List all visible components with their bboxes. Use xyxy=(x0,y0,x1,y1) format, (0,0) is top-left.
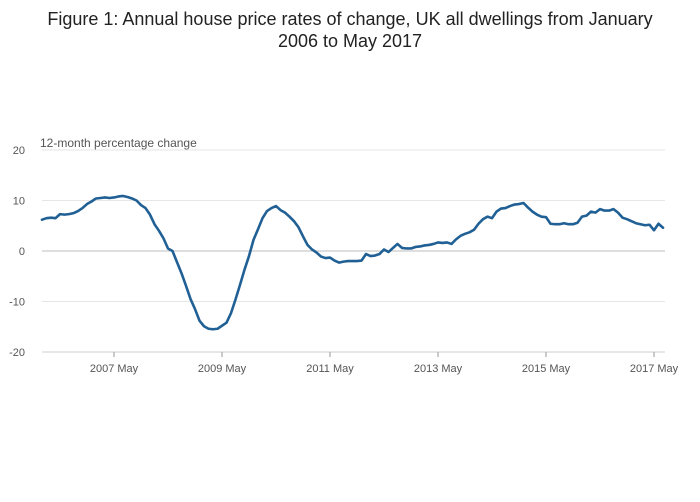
y-tick-label: 0 xyxy=(19,246,25,258)
x-tick-label: 2007 May xyxy=(90,363,139,375)
y-tick-label: 20 xyxy=(13,145,25,157)
x-tick-label: 2009 May xyxy=(198,363,247,375)
x-tick-label: 2017 May xyxy=(630,363,679,375)
y-axis-label: 12-month percentage change xyxy=(40,136,197,150)
x-tick-label: 2013 May xyxy=(414,363,463,375)
chart-title: Figure 1: Annual house price rates of ch… xyxy=(20,8,680,52)
y-tick-label: -20 xyxy=(9,347,25,359)
y-axis: 20 10 0 -10 -20 xyxy=(9,145,25,359)
gridlines xyxy=(42,149,665,353)
x-tick-label: 2015 May xyxy=(522,363,571,375)
chart-title-line-2: 2006 to May 2017 xyxy=(277,31,423,51)
y-tick-label: 10 xyxy=(13,196,25,208)
series-line-uk-all-dwellings xyxy=(40,194,665,331)
y-tick-label: -10 xyxy=(9,297,25,309)
chart-title-line-1: Figure 1: Annual house price rates of ch… xyxy=(47,9,653,29)
x-axis: 2007 May 2009 May 2011 May 2013 May 2015 May… xyxy=(90,352,679,375)
x-tick-label: 2011 May xyxy=(306,363,354,375)
